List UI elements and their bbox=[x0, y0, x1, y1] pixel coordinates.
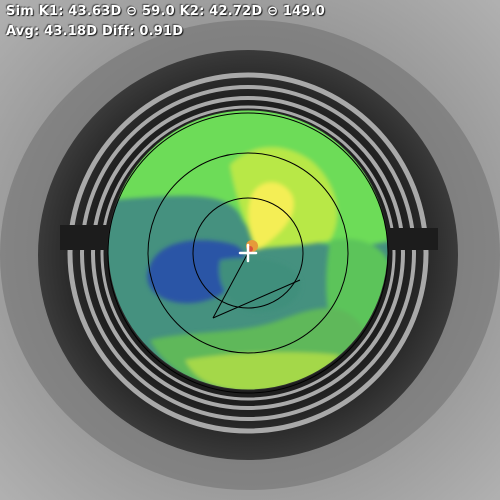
ring-gap-right bbox=[388, 228, 438, 250]
ring-gap-left bbox=[60, 225, 110, 250]
crosshair-icon bbox=[238, 243, 258, 263]
axis-line-inner bbox=[212, 252, 249, 319]
placido-rings bbox=[67, 72, 429, 434]
zone-rings bbox=[107, 112, 389, 394]
sim-k-readout: Sim K1: 43.63D ⊖ 59.0 K2: 42.72D ⊖ 149.0 bbox=[6, 4, 326, 19]
axis-line bbox=[212, 279, 301, 319]
avg-diff-readout: Avg: 43.18D Diff: 0.91D bbox=[6, 24, 184, 39]
